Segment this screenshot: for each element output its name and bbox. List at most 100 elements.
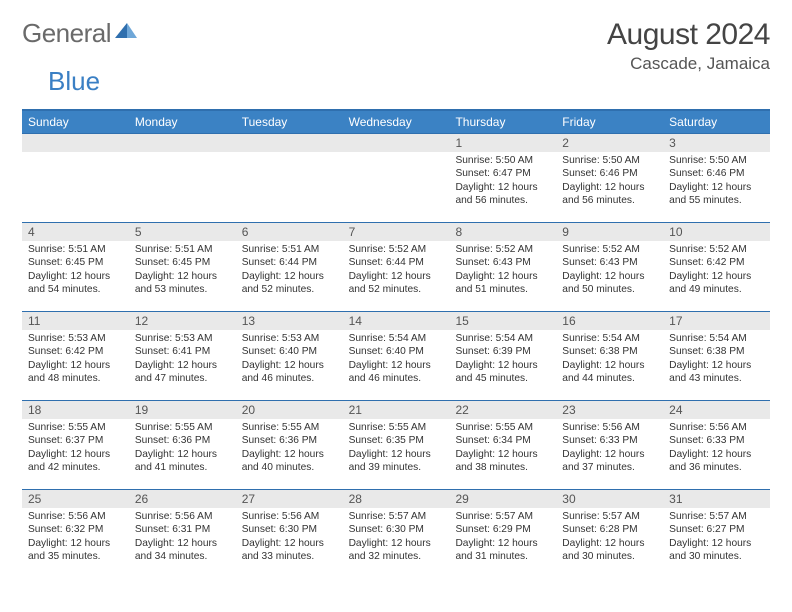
day-cell: 16Sunrise: 5:54 AMSunset: 6:38 PMDayligh… <box>556 312 663 400</box>
weekday-header: Monday <box>129 111 236 133</box>
day-cell: 28Sunrise: 5:57 AMSunset: 6:30 PMDayligh… <box>343 490 450 578</box>
day-number: 22 <box>449 401 556 419</box>
daylight-line: Daylight: 12 hours and 56 minutes. <box>455 181 552 208</box>
daylight-line: Daylight: 12 hours and 36 minutes. <box>669 448 766 475</box>
daylight-line: Daylight: 12 hours and 33 minutes. <box>242 537 339 564</box>
sunset-line: Sunset: 6:32 PM <box>28 523 125 536</box>
day-cell: 10Sunrise: 5:52 AMSunset: 6:42 PMDayligh… <box>663 223 770 311</box>
sunset-line: Sunset: 6:33 PM <box>669 434 766 447</box>
sunset-line: Sunset: 6:45 PM <box>135 256 232 269</box>
day-cell: 5Sunrise: 5:51 AMSunset: 6:45 PMDaylight… <box>129 223 236 311</box>
day-number: 27 <box>236 490 343 508</box>
daylight-line: Daylight: 12 hours and 54 minutes. <box>28 270 125 297</box>
day-number: 31 <box>663 490 770 508</box>
day-details: Sunrise: 5:53 AMSunset: 6:41 PMDaylight:… <box>129 330 236 389</box>
daylight-line: Daylight: 12 hours and 30 minutes. <box>669 537 766 564</box>
sunrise-line: Sunrise: 5:51 AM <box>28 243 125 256</box>
day-number: 6 <box>236 223 343 241</box>
daylight-line: Daylight: 12 hours and 46 minutes. <box>349 359 446 386</box>
day-cell: 12Sunrise: 5:53 AMSunset: 6:41 PMDayligh… <box>129 312 236 400</box>
sunset-line: Sunset: 6:42 PM <box>669 256 766 269</box>
day-details: Sunrise: 5:54 AMSunset: 6:39 PMDaylight:… <box>449 330 556 389</box>
day-cell: 1Sunrise: 5:50 AMSunset: 6:47 PMDaylight… <box>449 134 556 222</box>
day-cell: 15Sunrise: 5:54 AMSunset: 6:39 PMDayligh… <box>449 312 556 400</box>
daylight-line: Daylight: 12 hours and 44 minutes. <box>562 359 659 386</box>
day-details: Sunrise: 5:57 AMSunset: 6:28 PMDaylight:… <box>556 508 663 567</box>
sunrise-line: Sunrise: 5:53 AM <box>28 332 125 345</box>
sunrise-line: Sunrise: 5:53 AM <box>242 332 339 345</box>
day-cell <box>236 134 343 222</box>
sunset-line: Sunset: 6:28 PM <box>562 523 659 536</box>
day-cell: 21Sunrise: 5:55 AMSunset: 6:35 PMDayligh… <box>343 401 450 489</box>
sunrise-line: Sunrise: 5:54 AM <box>669 332 766 345</box>
day-number: 8 <box>449 223 556 241</box>
sunrise-line: Sunrise: 5:56 AM <box>242 510 339 523</box>
day-cell: 3Sunrise: 5:50 AMSunset: 6:46 PMDaylight… <box>663 134 770 222</box>
sunrise-line: Sunrise: 5:51 AM <box>135 243 232 256</box>
day-number <box>343 134 450 152</box>
day-cell <box>343 134 450 222</box>
day-number: 15 <box>449 312 556 330</box>
sunset-line: Sunset: 6:37 PM <box>28 434 125 447</box>
day-number: 24 <box>663 401 770 419</box>
sunset-line: Sunset: 6:38 PM <box>669 345 766 358</box>
sunset-line: Sunset: 6:27 PM <box>669 523 766 536</box>
daylight-line: Daylight: 12 hours and 50 minutes. <box>562 270 659 297</box>
week-row: 18Sunrise: 5:55 AMSunset: 6:37 PMDayligh… <box>22 400 770 489</box>
sunset-line: Sunset: 6:43 PM <box>562 256 659 269</box>
daylight-line: Daylight: 12 hours and 45 minutes. <box>455 359 552 386</box>
day-details: Sunrise: 5:56 AMSunset: 6:30 PMDaylight:… <box>236 508 343 567</box>
day-number: 16 <box>556 312 663 330</box>
daylight-line: Daylight: 12 hours and 39 minutes. <box>349 448 446 475</box>
sunset-line: Sunset: 6:43 PM <box>455 256 552 269</box>
weekday-header: Wednesday <box>343 111 450 133</box>
day-details: Sunrise: 5:52 AMSunset: 6:44 PMDaylight:… <box>343 241 450 300</box>
sunset-line: Sunset: 6:30 PM <box>349 523 446 536</box>
day-cell: 19Sunrise: 5:55 AMSunset: 6:36 PMDayligh… <box>129 401 236 489</box>
day-details: Sunrise: 5:56 AMSunset: 6:33 PMDaylight:… <box>556 419 663 478</box>
day-details: Sunrise: 5:54 AMSunset: 6:40 PMDaylight:… <box>343 330 450 389</box>
weekday-header: Tuesday <box>236 111 343 133</box>
daylight-line: Daylight: 12 hours and 38 minutes. <box>455 448 552 475</box>
week-row: 1Sunrise: 5:50 AMSunset: 6:47 PMDaylight… <box>22 133 770 222</box>
day-details: Sunrise: 5:52 AMSunset: 6:42 PMDaylight:… <box>663 241 770 300</box>
day-details <box>22 152 129 158</box>
day-number <box>129 134 236 152</box>
day-details: Sunrise: 5:53 AMSunset: 6:42 PMDaylight:… <box>22 330 129 389</box>
day-details: Sunrise: 5:52 AMSunset: 6:43 PMDaylight:… <box>449 241 556 300</box>
day-details: Sunrise: 5:50 AMSunset: 6:46 PMDaylight:… <box>556 152 663 211</box>
weeks-container: 1Sunrise: 5:50 AMSunset: 6:47 PMDaylight… <box>22 133 770 578</box>
sunset-line: Sunset: 6:42 PM <box>28 345 125 358</box>
day-number: 5 <box>129 223 236 241</box>
daylight-line: Daylight: 12 hours and 35 minutes. <box>28 537 125 564</box>
logo-text-1: General <box>22 18 111 49</box>
day-number: 30 <box>556 490 663 508</box>
day-cell: 2Sunrise: 5:50 AMSunset: 6:46 PMDaylight… <box>556 134 663 222</box>
logo: General <box>22 18 137 49</box>
daylight-line: Daylight: 12 hours and 56 minutes. <box>562 181 659 208</box>
day-number: 23 <box>556 401 663 419</box>
daylight-line: Daylight: 12 hours and 48 minutes. <box>28 359 125 386</box>
day-details: Sunrise: 5:50 AMSunset: 6:47 PMDaylight:… <box>449 152 556 211</box>
sunrise-line: Sunrise: 5:55 AM <box>455 421 552 434</box>
daylight-line: Daylight: 12 hours and 52 minutes. <box>349 270 446 297</box>
sunset-line: Sunset: 6:44 PM <box>242 256 339 269</box>
day-details: Sunrise: 5:51 AMSunset: 6:45 PMDaylight:… <box>129 241 236 300</box>
day-number: 29 <box>449 490 556 508</box>
sunset-line: Sunset: 6:33 PM <box>562 434 659 447</box>
sunrise-line: Sunrise: 5:56 AM <box>135 510 232 523</box>
day-cell: 30Sunrise: 5:57 AMSunset: 6:28 PMDayligh… <box>556 490 663 578</box>
sunrise-line: Sunrise: 5:56 AM <box>669 421 766 434</box>
day-number: 12 <box>129 312 236 330</box>
sunset-line: Sunset: 6:40 PM <box>349 345 446 358</box>
day-cell: 25Sunrise: 5:56 AMSunset: 6:32 PMDayligh… <box>22 490 129 578</box>
weekday-header: Sunday <box>22 111 129 133</box>
day-number: 4 <box>22 223 129 241</box>
sunrise-line: Sunrise: 5:56 AM <box>28 510 125 523</box>
weekday-header: Thursday <box>449 111 556 133</box>
day-number: 20 <box>236 401 343 419</box>
day-details: Sunrise: 5:50 AMSunset: 6:46 PMDaylight:… <box>663 152 770 211</box>
daylight-line: Daylight: 12 hours and 34 minutes. <box>135 537 232 564</box>
sunset-line: Sunset: 6:40 PM <box>242 345 339 358</box>
day-number: 9 <box>556 223 663 241</box>
